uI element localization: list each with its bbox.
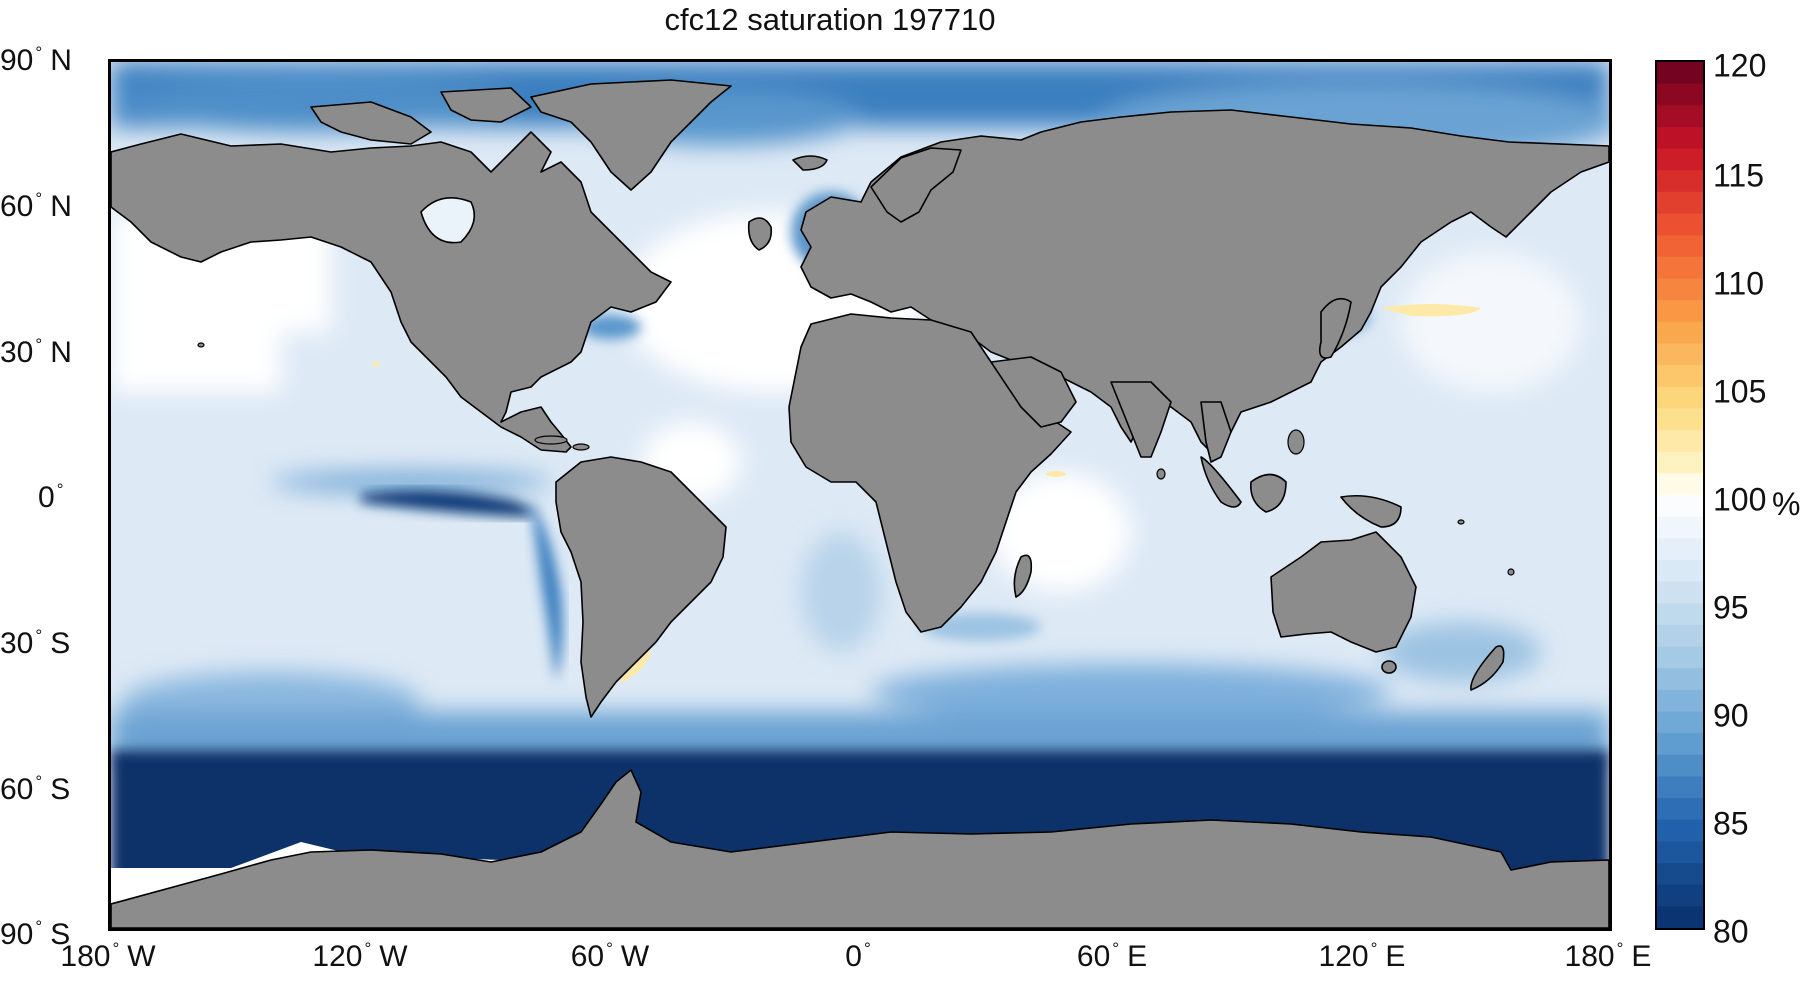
small-islands [197, 342, 1515, 576]
colorbar-step [1657, 733, 1703, 756]
lat-label-90n: 90 ° N [0, 43, 72, 77]
scandinavia [870, 147, 962, 223]
lon-label-120w: 120 ° W [312, 939, 408, 973]
colorbar-step [1657, 495, 1703, 518]
colorbar-step [1657, 430, 1703, 453]
colorbar-step [1657, 538, 1703, 561]
lon-label-0: 0 ° [845, 939, 871, 973]
philippines-island [1287, 429, 1305, 455]
colorbar-tick-120: 120 [1713, 47, 1767, 84]
sri-lanka-island [1156, 468, 1166, 480]
colorbar-step [1657, 646, 1703, 669]
lon-label-60w: 60 ° W [570, 939, 650, 973]
north-america [111, 131, 672, 453]
india [1110, 381, 1172, 458]
colorbar-tick-85: 85 [1713, 805, 1749, 842]
lon-label-120e: 120 ° E [1318, 939, 1406, 973]
canadian-arctic-islands [310, 101, 432, 145]
madagascar [1013, 554, 1033, 598]
antarctica [111, 769, 1609, 928]
colorbar-tick-115: 115 [1713, 157, 1765, 194]
lat-label-30n: 30 ° N [0, 335, 72, 369]
colorbar-tick-105: 105 [1713, 373, 1767, 410]
greenland [530, 79, 732, 191]
colorbar-step [1657, 668, 1703, 691]
cuba-island [534, 435, 568, 445]
colorbar-step [1657, 581, 1703, 604]
hudson-bay [420, 196, 476, 244]
colorbar-step [1657, 321, 1703, 345]
world-map [108, 59, 1612, 931]
colorbar-step [1657, 278, 1703, 301]
lon-label-180e: 180 ° E [1564, 939, 1652, 973]
colorbar-unit: % [1772, 486, 1801, 522]
borneo [1249, 473, 1287, 513]
equatorial-cold-tongue [361, 490, 563, 682]
colorbar-step [1657, 170, 1703, 193]
colorbar-step [1657, 213, 1703, 236]
colorbar-step [1657, 256, 1703, 280]
colorbar-step [1657, 62, 1703, 85]
lat-label-60n: 60 ° N [0, 189, 72, 223]
map-canvas [111, 62, 1609, 928]
colorbar-step [1657, 603, 1703, 626]
colorbar-step [1657, 819, 1703, 842]
iceland [792, 155, 828, 171]
colorbar-tick-80: 80 [1713, 913, 1749, 950]
colorbar-step [1657, 884, 1703, 907]
colorbar [1655, 60, 1705, 930]
colorbar-step [1657, 798, 1703, 821]
colorbar-step [1657, 473, 1703, 496]
indochina [1200, 401, 1232, 463]
colorbar-step [1657, 451, 1703, 474]
colorbar-step [1657, 559, 1703, 583]
new-guinea [1340, 494, 1402, 528]
lon-label-60e: 60 ° E [1076, 939, 1148, 973]
sumatra [1200, 456, 1242, 508]
tasmania [1381, 660, 1397, 674]
colorbar-step [1657, 126, 1703, 150]
colorbar-step [1657, 191, 1703, 215]
arabian-peninsula [990, 356, 1077, 428]
colorbar-step [1657, 841, 1703, 864]
colorbar-step [1657, 386, 1703, 409]
hawaii-island [197, 342, 205, 348]
ellesmere-island [440, 87, 532, 123]
colorbar-step [1657, 105, 1703, 128]
colorbar-step [1657, 343, 1703, 366]
colorbar-step [1657, 906, 1703, 928]
colorbar-step [1657, 516, 1703, 539]
colorbar-step [1657, 689, 1703, 713]
land-masses [111, 79, 1609, 928]
colorbar-step [1657, 624, 1703, 648]
lat-label-0: 0 ° [38, 480, 64, 514]
colorbar-gradient [1657, 62, 1703, 928]
colorbar-step [1657, 300, 1703, 323]
colorbar-step [1657, 754, 1703, 778]
british-isles [747, 217, 773, 251]
lat-label-60s: 60 ° S [0, 772, 71, 806]
colorbar-step [1657, 408, 1703, 431]
colorbar-step [1657, 863, 1703, 886]
colorbar-step [1657, 235, 1703, 258]
colorbar-tick-100: 100 [1713, 481, 1767, 518]
lat-label-30s: 30 ° S [0, 626, 71, 660]
lon-label-180w: 180 ° W [60, 939, 156, 973]
australia [1270, 531, 1417, 653]
colorbar-step [1657, 148, 1703, 171]
japan [1318, 297, 1352, 359]
colorbar-step [1657, 776, 1703, 799]
map-title: cfc12 saturation 197710 [664, 2, 996, 37]
colorbar-step [1657, 83, 1703, 106]
lat-label-90s: 90 ° S [0, 917, 71, 951]
colorbar-tick-110: 110 [1713, 265, 1765, 302]
colorbar-tick-95: 95 [1713, 589, 1749, 626]
new-zealand [1470, 645, 1505, 691]
colorbar-step [1657, 365, 1703, 388]
colorbar-step [1657, 711, 1703, 734]
colorbar-tick-90: 90 [1713, 697, 1749, 734]
south-america [555, 456, 727, 718]
